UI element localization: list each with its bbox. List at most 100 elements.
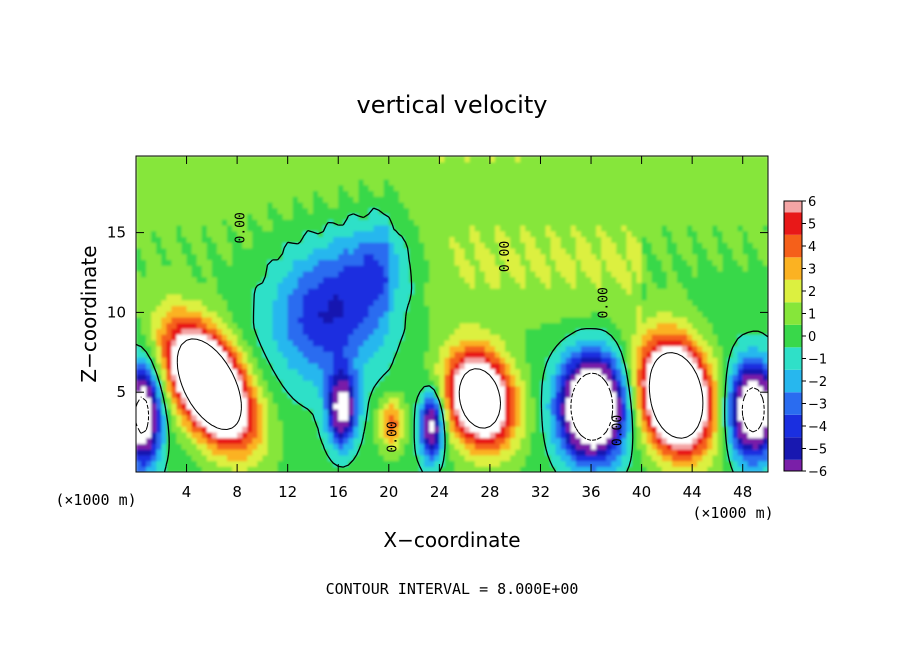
heatmap-cell [661,385,668,393]
heatmap-cell [757,351,764,358]
heatmap-cell [338,380,344,387]
heatmap-cell [333,414,339,421]
heatmap-cell [762,368,768,375]
heatmap-cell [439,414,446,421]
heatmap-cell [687,282,693,289]
heatmap-cell [247,385,253,393]
heatmap-cell [444,351,451,358]
heatmap-cell [742,322,749,329]
heatmap-cell [227,449,233,456]
heatmap-cell [307,242,314,249]
heatmap-cell [484,426,491,433]
heatmap-cell [682,431,688,439]
heatmap-cell [252,311,258,318]
heatmap-cell [682,305,688,312]
heatmap-cell [353,299,360,306]
heatmap-cell [479,253,486,261]
heatmap-cell [464,374,471,381]
heatmap-cell [368,316,375,324]
heatmap-cell [292,380,299,387]
heatmap-cell [227,305,233,312]
heatmap-cell [591,288,597,295]
heatmap-cell [474,265,481,272]
heatmap-cell [196,420,203,427]
heatmap-cell [535,466,542,472]
heatmap-cell [505,357,511,364]
heatmap-cell [494,454,501,462]
heatmap-cell [368,454,375,462]
heatmap-cell [171,466,178,472]
heatmap-cell [687,397,693,404]
heatmap-cell [616,368,622,375]
heatmap-cell [176,368,183,375]
heatmap-cell [156,414,162,421]
heatmap-cell [580,414,587,421]
heatmap-cell [494,380,501,387]
heatmap-cell [403,247,410,255]
heatmap-cell [732,391,739,398]
heatmap-cell [474,345,481,352]
heatmap-cell [707,385,713,393]
heatmap-cell [292,293,299,301]
heatmap-cell [227,403,233,410]
heatmap-cell [252,431,258,439]
heatmap-cell [156,385,162,393]
heatmap-cell [692,247,698,255]
heatmap-cell [747,259,754,266]
heatmap-cell [196,270,203,278]
heatmap-cell [307,374,314,381]
heatmap-cell [201,391,208,398]
heatmap-cell [247,351,253,358]
heatmap-cell [671,334,678,341]
heatmap-cell [454,293,461,301]
heatmap-cell [515,449,521,456]
heatmap-cell [580,288,587,295]
heatmap-cell [343,328,349,335]
heatmap-cell [727,334,734,341]
heatmap-cell [444,403,451,410]
heatmap-cell [601,311,607,318]
heatmap-cell [682,449,688,456]
heatmap-cell [363,397,370,404]
heatmap-cell [378,397,385,404]
heatmap-cell [353,420,360,427]
heatmap-cell [206,357,213,364]
heatmap-cell [383,293,390,301]
heatmap-cell [636,420,643,427]
heatmap-cell [191,454,198,462]
heatmap-cell [616,374,622,381]
heatmap-cell [419,334,425,341]
heatmap-cell [449,449,456,456]
heatmap-cell [717,391,724,398]
heatmap-cell [398,426,405,433]
heatmap-cell [373,449,380,456]
heatmap-cell [262,282,269,289]
heatmap-cell [525,253,531,261]
heatmap-cell [570,247,577,255]
heatmap-cell [272,374,279,381]
heatmap-cell [459,385,466,393]
heatmap-cell [702,380,708,387]
heatmap-cell [287,247,294,255]
heatmap-cell [262,443,269,450]
heatmap-cell [378,426,385,433]
heatmap-cell [216,299,223,306]
heatmap-cell [454,305,461,312]
heatmap-cell [616,351,622,358]
heatmap-cell [464,357,471,364]
heatmap-cell [267,299,274,306]
heatmap-cell [484,299,491,306]
heatmap-cell [530,339,537,347]
heatmap-cell [292,437,299,444]
heatmap-cell [666,311,673,318]
heatmap-cell [712,322,719,329]
heatmap-cell [171,408,178,416]
heatmap-cell [535,293,542,301]
heatmap-cell [333,242,339,249]
heatmap-cell [611,242,617,249]
heatmap-cell [641,316,648,324]
heatmap-cell [454,265,461,272]
heatmap-cell [535,374,542,381]
heatmap-cell [641,351,648,358]
heatmap-cell [206,403,213,410]
